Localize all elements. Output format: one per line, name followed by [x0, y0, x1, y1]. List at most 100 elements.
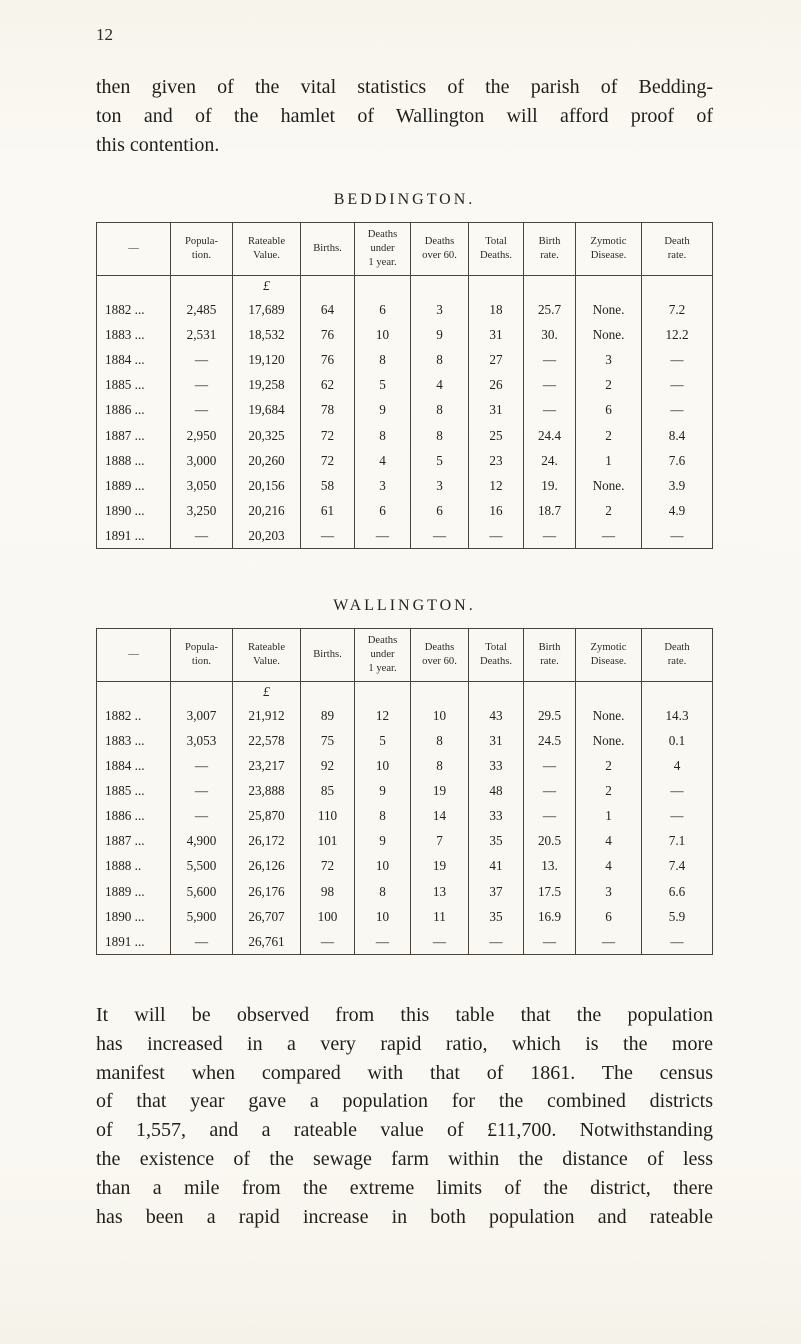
value-cell: 25.7 — [523, 296, 576, 322]
table-row: 1886 ... —25,870 110 8 14 33—1— — [97, 803, 713, 829]
year-cell: 1890 ... — [105, 908, 145, 924]
value-cell: 10 — [354, 752, 411, 779]
value-cell: — — [523, 928, 576, 955]
value-cell: 18,532 — [232, 321, 301, 348]
value-cell: 33 — [468, 803, 524, 829]
empty-cell — [410, 275, 469, 297]
value-cell: 98 — [300, 878, 355, 904]
empty-cell — [97, 276, 171, 297]
value-cell: 30. — [523, 321, 576, 348]
year-cell: 1887 ... — [105, 427, 145, 443]
value-cell: 8.4 — [641, 422, 713, 448]
value-cell: 4 — [641, 752, 713, 779]
value-cell: 7.2 — [641, 296, 713, 322]
value-cell: — — [641, 397, 713, 423]
value-cell: 6 — [354, 497, 411, 524]
value-cell: 14.3 — [641, 702, 713, 728]
value-cell: 23,217 — [232, 752, 301, 779]
value-cell: 78 — [300, 397, 355, 423]
value-cell: 3,007 — [170, 702, 233, 728]
value-cell: 19. — [523, 472, 576, 498]
table-row: 1885 ... —19,258 62 5 4 26—2— — [97, 372, 713, 398]
table-header-cell: Popula- tion. — [170, 222, 233, 277]
value-cell: 8 — [410, 752, 469, 779]
value-cell: 19 — [410, 853, 469, 879]
text-line: It will be observed from this table that… — [96, 1004, 713, 1027]
value-cell: 6.6 — [641, 878, 713, 904]
value-cell: 5 — [354, 372, 411, 398]
value-cell: 61 — [300, 497, 355, 524]
value-cell: 2,531 — [170, 321, 233, 348]
value-cell: 76 — [300, 321, 355, 348]
table-row: 1889 ... 3,050 20,156 58 3 3 12 19. None. 3.9 — [97, 472, 713, 498]
value-cell: 19,258 — [232, 372, 301, 398]
year-cell: 1886 ... — [105, 808, 145, 824]
value-cell: — — [468, 928, 524, 955]
empty-cell — [641, 275, 713, 297]
value-cell: — — [641, 928, 713, 955]
value-cell: 13 — [410, 878, 469, 904]
value-cell: 5,900 — [170, 903, 233, 929]
year-cell: 1890 ... — [105, 502, 145, 518]
value-cell: — — [170, 778, 233, 804]
value-cell: 23,888 — [232, 778, 301, 804]
value-cell: 6 — [575, 903, 642, 929]
table-row: 1888 ... 3,000 20,260 72 4 5 23 24. 1 7.6 — [97, 447, 713, 473]
table-row: 1884 ... —23,217 92 10 8 33—2 4 — [97, 752, 713, 779]
value-cell: 4,900 — [170, 828, 233, 854]
value-cell: 8 — [410, 347, 469, 373]
currency-row: £ — [97, 681, 713, 703]
table-header-row: — Popula- tion. Rateable Value. Births. Deat… — [96, 628, 713, 683]
table-row: 1885 ... —23,888 85 9 19 48—2— — [97, 778, 713, 804]
empty-cell — [641, 681, 713, 703]
value-cell: 17.5 — [523, 878, 576, 904]
table-header-cell: Birth rate. — [523, 628, 576, 683]
value-cell: 31 — [468, 397, 524, 423]
value-cell: 29.5 — [523, 702, 576, 728]
text-line: has been a rapid increase in both popula… — [96, 1205, 713, 1228]
value-cell: 6 — [575, 397, 642, 423]
value-cell: 8 — [354, 347, 411, 373]
value-cell: 41 — [468, 853, 524, 879]
empty-cell — [468, 275, 524, 297]
value-cell: 2 — [575, 752, 642, 779]
year-cell: 1884 ... — [105, 352, 145, 368]
value-cell: 20,260 — [232, 447, 301, 473]
year-cell: 1886 ... — [105, 402, 145, 418]
value-cell: 27 — [468, 347, 524, 373]
value-cell: 3.9 — [641, 472, 713, 498]
closing-paragraph: It will be observed from this table that… — [96, 1001, 713, 1231]
value-cell: 9 — [354, 828, 411, 854]
table-row: 1882 .. 3,007 21,912 89 12 10 43 29.5 None. 14.3 — [97, 702, 713, 728]
value-cell: 10 — [410, 702, 469, 728]
empty-cell — [300, 681, 355, 703]
table-row: 1888 .. 5,500 26,126 72 10 19 41 13. 4 7.4 — [97, 853, 713, 879]
empty-cell — [523, 681, 576, 703]
table-header-cell: Total Deaths. — [468, 222, 524, 277]
empty-cell — [170, 275, 233, 297]
value-cell: 8 — [354, 878, 411, 904]
value-cell: 31 — [468, 727, 524, 753]
value-cell: 10 — [354, 853, 411, 879]
table-row: 1887 ... 4,900 26,172 101 9 7 35 20.5 4 7.1 — [97, 828, 713, 854]
value-cell: None. — [575, 296, 642, 322]
value-cell: — — [575, 523, 642, 549]
value-cell: — — [170, 397, 233, 423]
value-cell: 8 — [410, 397, 469, 423]
value-cell: 85 — [300, 778, 355, 804]
value-cell: 25 — [468, 422, 524, 448]
value-cell: 19,684 — [232, 397, 301, 423]
value-cell: — — [170, 372, 233, 398]
value-cell: 26,126 — [232, 853, 301, 879]
value-cell: 20.5 — [523, 828, 576, 854]
year-cell: 1887 ... — [105, 833, 145, 849]
wallington-heading: WALLINGTON. — [333, 597, 476, 615]
year-cell: 1884 ... — [105, 757, 145, 773]
value-cell: 19 — [410, 778, 469, 804]
table-header-cell: Deaths under 1 year. — [354, 222, 411, 277]
value-cell: 19,120 — [232, 347, 301, 373]
value-cell: — — [523, 397, 576, 423]
value-cell: 4 — [575, 853, 642, 879]
value-cell: — — [641, 347, 713, 373]
value-cell: 0.1 — [641, 727, 713, 753]
